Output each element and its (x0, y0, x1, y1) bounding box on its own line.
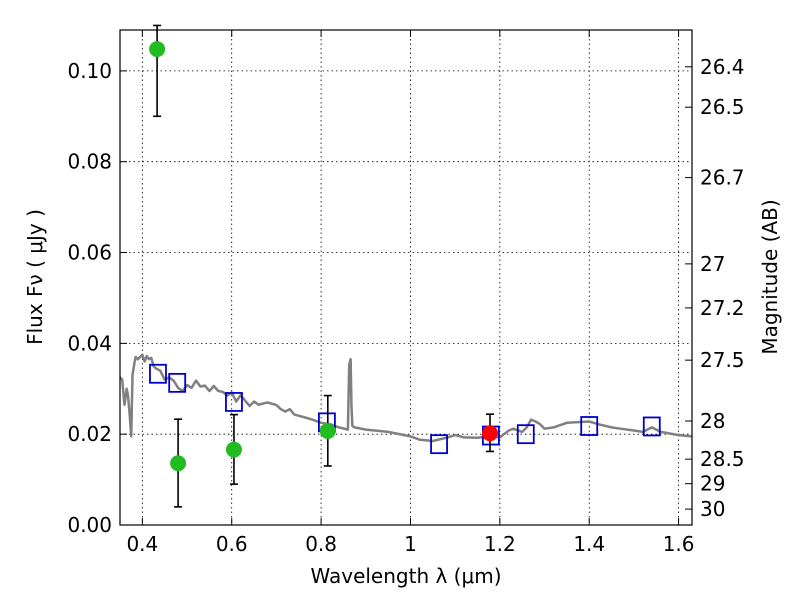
right-tick-label: 28 (700, 409, 725, 433)
y-tick-label: 0.04 (67, 331, 112, 355)
highlighted-flux-point (482, 425, 499, 442)
right-tick-label: 28.5 (700, 447, 745, 471)
model-photometry-point (580, 416, 599, 436)
y-tick-label: 0.10 (67, 59, 112, 83)
x-tick-label: 0.4 (126, 532, 158, 556)
right-tick-label: 30 (700, 497, 725, 521)
observed-flux-point (149, 41, 166, 58)
right-tick-label: 26.4 (700, 55, 745, 79)
model-photometry-point (225, 392, 243, 412)
right-tick-label: 29 (700, 472, 725, 496)
observed-flux-point (225, 441, 242, 458)
model-photometry-point (516, 424, 535, 445)
spectrum-line (119, 353, 693, 443)
y-axis-title: Flux Fν ( μJy ) (23, 209, 47, 345)
grid-lines (120, 30, 692, 526)
x-tick-label: 1.4 (573, 532, 605, 556)
y-tick-label: 0.02 (67, 422, 112, 446)
y-tick-label: 0.00 (67, 513, 112, 537)
right-tick-label: 27 (700, 252, 725, 276)
model-photometry-point (149, 363, 167, 384)
observed-flux-point (170, 455, 187, 472)
model-photometry-point (168, 372, 187, 393)
x-tick-label: 0.8 (305, 532, 337, 556)
plot-frame (119, 29, 693, 526)
right-tick-label: 26.5 (700, 95, 745, 119)
plot-area (119, 24, 693, 508)
x-tick-label: 0.6 (216, 532, 248, 556)
x-axis-title: Wavelength λ (μm) (310, 564, 501, 588)
model-photometry-point (642, 416, 661, 437)
x-tick-label: 1.2 (484, 532, 516, 556)
right-tick-label: 26.7 (700, 166, 745, 190)
right-tick-label: 27.2 (700, 296, 745, 320)
y-tick-label: 0.06 (67, 241, 112, 265)
y-tick-label: 0.08 (67, 150, 112, 174)
observed-flux-point (319, 422, 336, 439)
axis-ticks: 0.4 0.6 0.8 1 1.2 1.4 1.6 0.00 0.02 0.04 0.06 0.08 0… (67, 30, 745, 556)
right-tick-label: 27.5 (700, 348, 745, 372)
right-axis-title: Magnitude (AB) (758, 199, 782, 354)
x-tick-label: 1.6 (663, 532, 695, 556)
x-tick-label: 1 (404, 532, 417, 556)
model-photometry-point (430, 434, 448, 455)
